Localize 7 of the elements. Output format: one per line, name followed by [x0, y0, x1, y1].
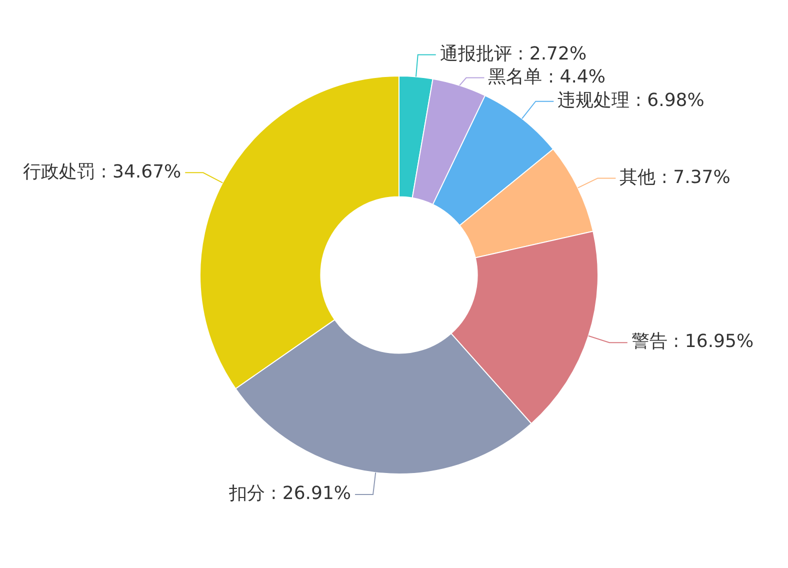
slice-label: 警告 : 16.95%: [631, 331, 754, 352]
slice-label: 违规处理 : 6.98%: [558, 90, 704, 111]
slice-label: 黑名单 : 4.4%: [488, 66, 606, 88]
slice-label: 其他 : 7.37%: [620, 166, 730, 188]
slice-label: 通报批评 : 2.72%: [440, 43, 587, 64]
slice-label: 行政处罚 : 34.67%: [22, 161, 182, 182]
slice-label: 扣分 : 26.91%: [228, 483, 352, 504]
